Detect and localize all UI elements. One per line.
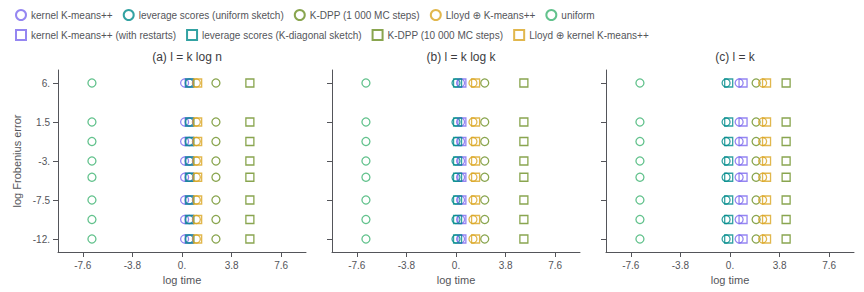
svg-text:-3.: -3. [38, 156, 50, 167]
svg-text:0.: 0. [178, 260, 186, 271]
svg-text:0.: 0. [452, 260, 460, 271]
svg-text:(a) l = k log n: (a) l = k log n [152, 50, 222, 64]
svg-text:Lloyd ⊕ K-means++: Lloyd ⊕ K-means++ [446, 10, 536, 21]
svg-text:-3.8: -3.8 [398, 260, 416, 271]
svg-text:3.8: 3.8 [773, 260, 787, 271]
svg-text:leverage scores (K-diagonal sk: leverage scores (K-diagonal sketch) [202, 30, 362, 41]
svg-text:3.8: 3.8 [225, 260, 239, 271]
svg-text:(c) l = k: (c) l = k [715, 50, 756, 64]
svg-text:log time: log time [711, 274, 750, 286]
svg-text:-7.6: -7.6 [348, 260, 366, 271]
svg-text:-7.6: -7.6 [622, 260, 640, 271]
svg-text:log time: log time [437, 274, 476, 286]
svg-text:Lloyd ⊕ kernel K-means++: Lloyd ⊕ kernel K-means++ [529, 30, 649, 41]
svg-text:kernel K-means++: kernel K-means++ [31, 10, 113, 21]
svg-text:6.: 6. [42, 78, 50, 89]
svg-text:3.8: 3.8 [499, 260, 513, 271]
svg-text:-7.6: -7.6 [74, 260, 92, 271]
svg-text:kernel K-means++ (with restart: kernel K-means++ (with restarts) [31, 30, 176, 41]
svg-text:-7.5: -7.5 [33, 195, 51, 206]
svg-text:K-DPP (10 000 MC steps): K-DPP (10 000 MC steps) [388, 30, 503, 41]
svg-text:(b) l = k log k: (b) l = k log k [426, 50, 496, 64]
svg-text:7.6: 7.6 [548, 260, 562, 271]
svg-text:-3.8: -3.8 [124, 260, 142, 271]
svg-text:1.5: 1.5 [36, 117, 50, 128]
svg-text:log time: log time [163, 274, 202, 286]
svg-text:-12.: -12. [33, 234, 50, 245]
svg-text:uniform: uniform [561, 10, 594, 21]
svg-text:leverage scores (uniform sketc: leverage scores (uniform sketch) [139, 10, 284, 21]
svg-text:7.6: 7.6 [274, 260, 288, 271]
svg-text:7.6: 7.6 [822, 260, 836, 271]
svg-text:log Frobenius error: log Frobenius error [11, 114, 23, 207]
svg-text:0.: 0. [726, 260, 734, 271]
svg-text:-3.8: -3.8 [672, 260, 690, 271]
svg-text:K-DPP (1 000 MC steps): K-DPP (1 000 MC steps) [310, 10, 420, 21]
